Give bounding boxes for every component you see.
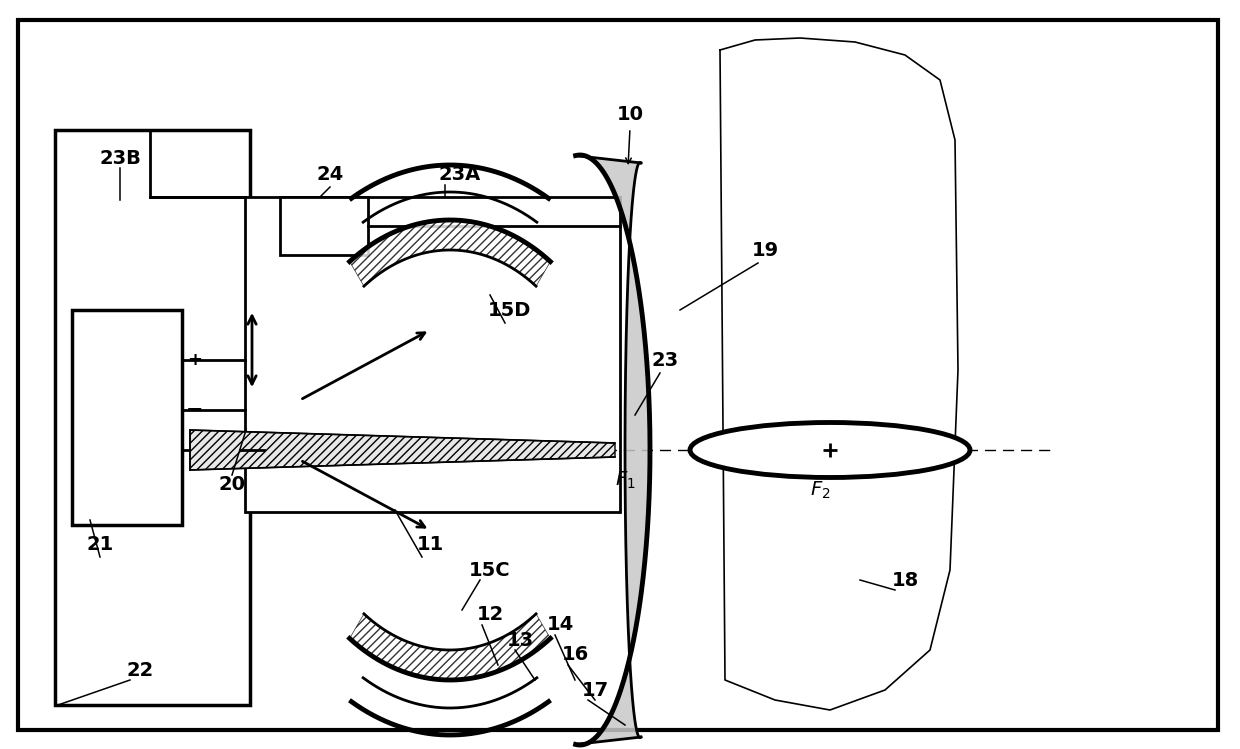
Text: 23: 23 <box>651 351 678 369</box>
Text: 10: 10 <box>616 106 644 124</box>
Text: 18: 18 <box>892 571 919 589</box>
Text: 19: 19 <box>751 240 779 259</box>
Text: 22: 22 <box>126 661 154 679</box>
Ellipse shape <box>689 422 970 478</box>
Text: 13: 13 <box>506 631 533 649</box>
Text: 21: 21 <box>87 536 114 554</box>
Text: 15C: 15C <box>469 560 511 580</box>
Text: 12: 12 <box>476 605 503 625</box>
Text: 15D: 15D <box>489 300 532 320</box>
Polygon shape <box>350 614 551 680</box>
Polygon shape <box>575 155 650 745</box>
Text: −: − <box>186 400 203 420</box>
Text: 24: 24 <box>316 166 343 184</box>
Text: 23A: 23A <box>439 166 481 184</box>
Polygon shape <box>190 430 615 470</box>
Text: +: + <box>187 351 202 369</box>
Text: 14: 14 <box>547 616 574 634</box>
Bar <box>72 310 182 525</box>
Bar <box>280 197 368 255</box>
Text: $F_2$: $F_2$ <box>810 479 831 500</box>
Text: 23B: 23B <box>99 148 141 168</box>
Text: $F_1$: $F_1$ <box>615 470 635 491</box>
Text: 16: 16 <box>562 646 589 664</box>
Text: 11: 11 <box>417 536 444 554</box>
Bar <box>246 197 620 512</box>
Text: 20: 20 <box>218 476 246 494</box>
Text: 17: 17 <box>582 681 609 700</box>
Bar <box>55 130 250 705</box>
Polygon shape <box>350 220 551 286</box>
